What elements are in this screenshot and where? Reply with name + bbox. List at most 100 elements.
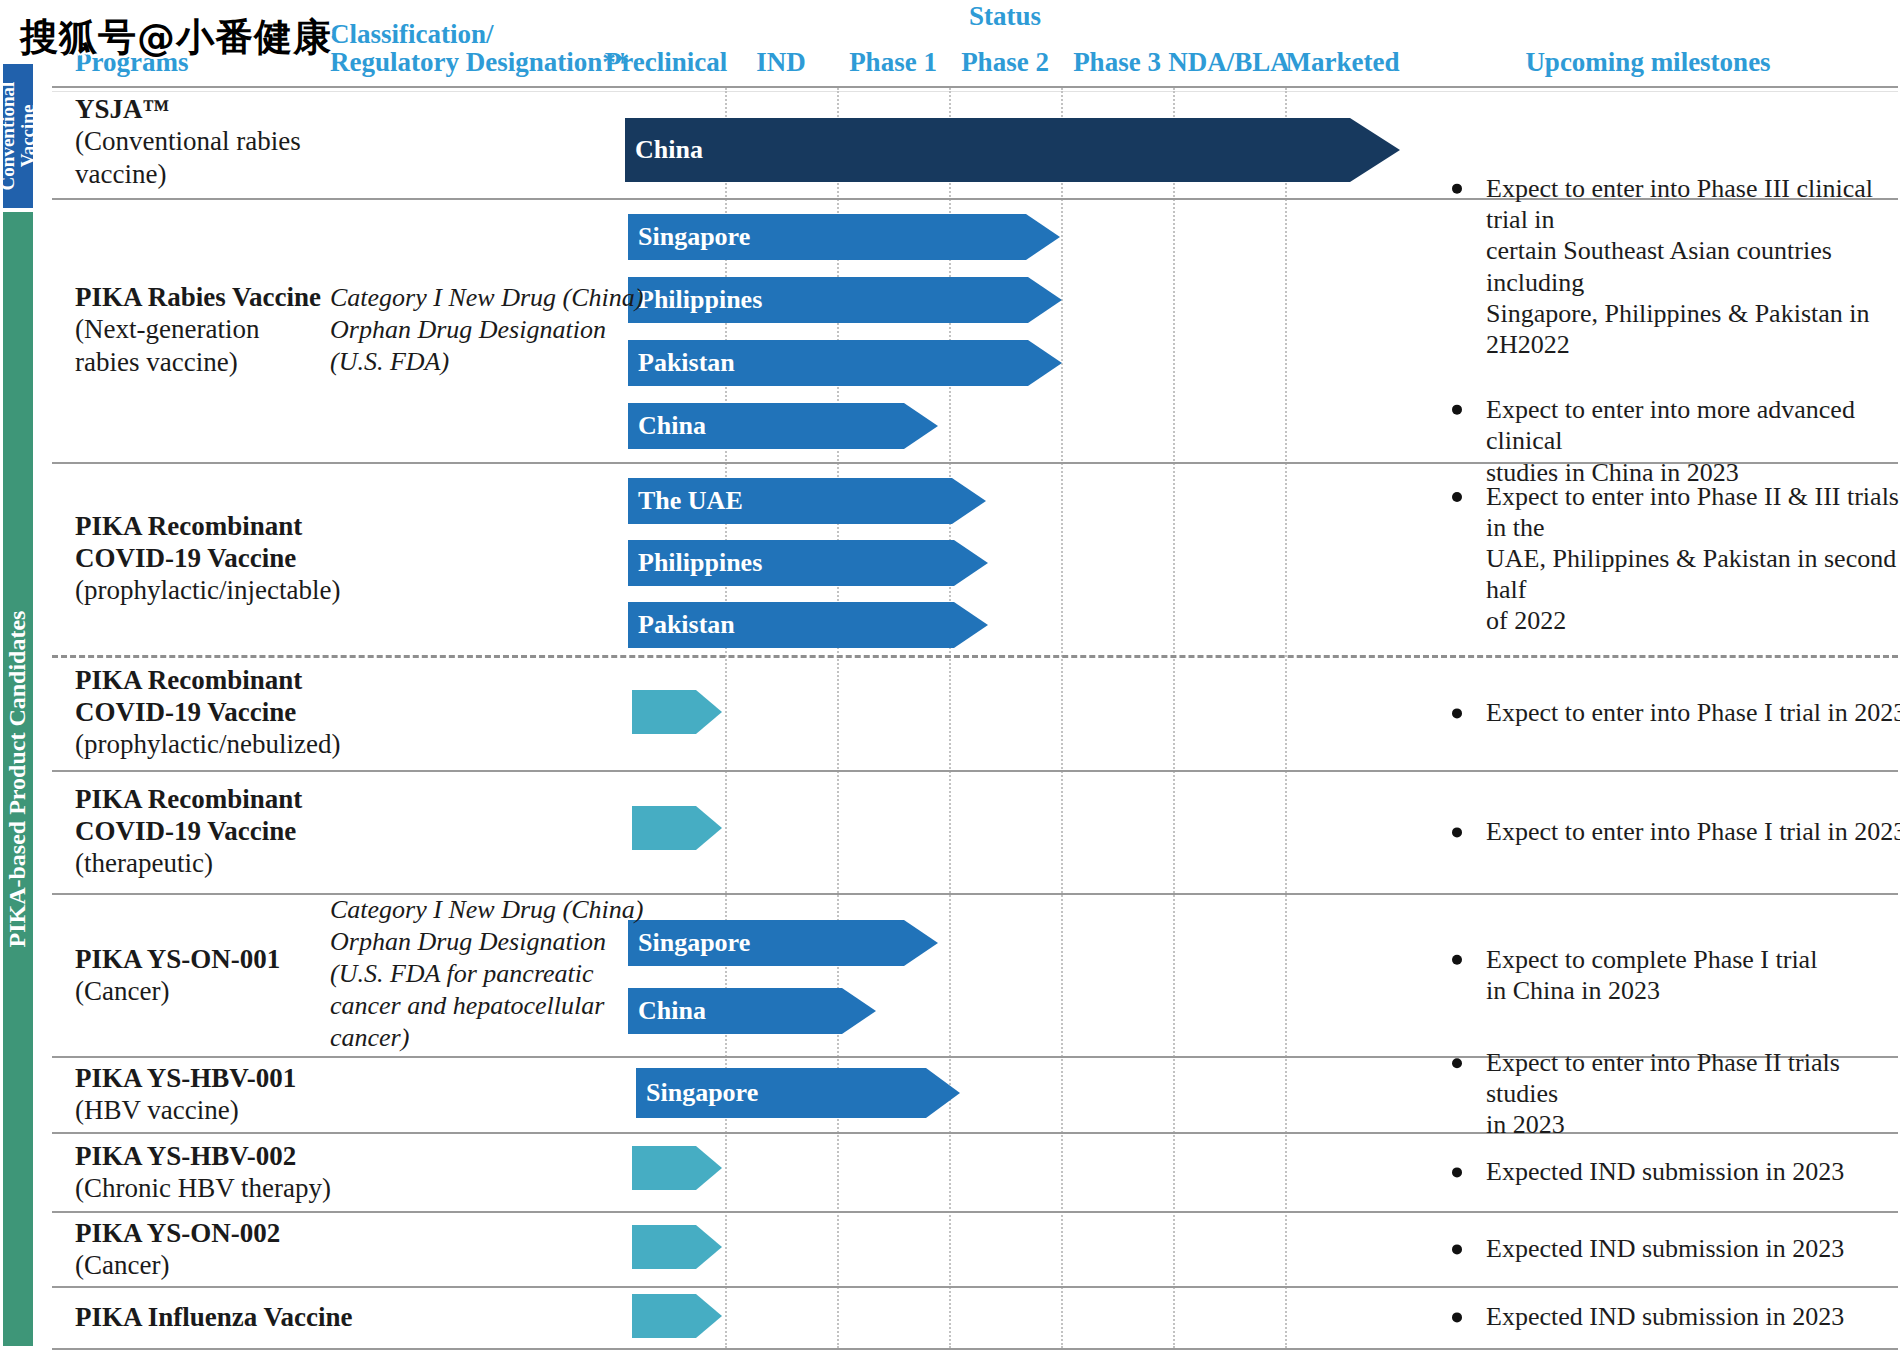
- row-separator: [52, 893, 1898, 895]
- milestone-item: Expect to enter into Phase II trials stu…: [1452, 1047, 1900, 1141]
- milestone-bullet: [1452, 405, 1462, 415]
- pipeline-bar: Philippines: [628, 277, 1062, 323]
- gridline: [1173, 88, 1175, 1348]
- phase-column-header: NDA/BLA: [1168, 48, 1290, 76]
- program-description: (HBV vaccine): [75, 1094, 296, 1126]
- pipeline-bar: [632, 1294, 722, 1338]
- program-description: (Cancer): [75, 1249, 280, 1281]
- pipeline-bar: [632, 806, 722, 850]
- milestone-item: Expect to enter into more advanced clini…: [1452, 394, 1900, 488]
- milestones-cell: Expected IND submission in 2023: [1452, 1301, 1900, 1332]
- program-name: PIKA Recombinant COVID-19 Vaccine: [75, 510, 340, 575]
- sidebar-group-conventional-label: Conventional Vaccine: [3, 68, 33, 204]
- classification-text: Category I New Drug (China) Orphan Drug …: [330, 282, 643, 379]
- program-name: PIKA Rabies Vaccine: [75, 281, 321, 313]
- milestones-cell: Expect to complete Phase I trial in Chin…: [1452, 943, 1900, 1005]
- milestone-text: Expect to enter into Phase III clinical …: [1486, 173, 1900, 360]
- row-separator: [52, 770, 1898, 772]
- program-cell: PIKA Recombinant COVID-19 Vaccine(prophy…: [75, 510, 340, 607]
- pipeline-bar: [632, 1225, 722, 1269]
- milestone-bullet: [1452, 184, 1462, 194]
- milestone-item: Expect to enter into Phase III clinical …: [1452, 173, 1900, 360]
- milestone-item: Expected IND submission in 2023: [1452, 1301, 1900, 1332]
- program-description: (Next-generation rabies vaccine): [75, 314, 321, 379]
- bar-label: Pakistan: [638, 348, 735, 378]
- milestone-item: Expect to complete Phase I trial in Chin…: [1452, 943, 1900, 1005]
- gridline: [1285, 88, 1287, 1348]
- milestone-bullet: [1452, 1058, 1462, 1068]
- row-separator: [52, 1211, 1898, 1213]
- program-cell: YSJA™(Conventional rabies vaccine): [75, 93, 301, 190]
- watermark-text: 搜狐号@小番健康: [20, 12, 332, 63]
- status-header: Status: [969, 2, 1041, 30]
- milestone-bullet: [1452, 827, 1462, 837]
- program-description: (Cancer): [75, 975, 280, 1007]
- milestone-bullet: [1452, 954, 1462, 964]
- milestone-bullet: [1452, 492, 1462, 502]
- classification-text: Category I New Drug (China) Orphan Drug …: [330, 894, 643, 1055]
- milestone-item: Expected IND submission in 2023: [1452, 1156, 1900, 1187]
- milestones-cell: Expected IND submission in 2023: [1452, 1233, 1900, 1264]
- program-description: (prophylactic/nebulized): [75, 729, 340, 761]
- milestone-text: Expect to enter into Phase I trial in 20…: [1486, 697, 1900, 728]
- gridline: [1061, 88, 1063, 1348]
- pipeline-bar: Singapore: [628, 214, 1060, 260]
- milestone-bullet: [1452, 1167, 1462, 1177]
- program-name: PIKA YS-ON-002: [75, 1216, 280, 1248]
- col-header-classification-line2: Regulatory Designation**: [330, 48, 629, 76]
- phase-column-header: Phase 2: [961, 48, 1049, 76]
- pipeline-bar: China: [628, 403, 938, 449]
- pipeline-bar: Philippines: [628, 540, 988, 586]
- milestone-bullet: [1452, 1312, 1462, 1322]
- program-cell: PIKA YS-ON-001(Cancer): [75, 942, 280, 1007]
- program-description: (prophylactic/injectable): [75, 575, 340, 607]
- program-cell: PIKA Recombinant COVID-19 Vaccine(prophy…: [75, 664, 340, 761]
- milestones-cell: Expected IND submission in 2023: [1452, 1156, 1900, 1187]
- program-name: YSJA™: [75, 93, 301, 125]
- header-rule: [52, 86, 1898, 92]
- milestone-text: Expected IND submission in 2023: [1486, 1233, 1844, 1264]
- program-name: PIKA YS-ON-001: [75, 942, 280, 974]
- program-cell: PIKA YS-HBV-001(HBV vaccine): [75, 1062, 296, 1127]
- milestone-text: Expect to enter into more advanced clini…: [1486, 394, 1900, 488]
- program-description: (Chronic HBV therapy): [75, 1172, 331, 1204]
- row-separator: [52, 655, 1898, 658]
- bar-label: Pakistan: [638, 610, 735, 640]
- program-cell: PIKA YS-HBV-002(Chronic HBV therapy): [75, 1139, 331, 1204]
- pipeline-bar: [632, 690, 722, 734]
- milestone-text: Expected IND submission in 2023: [1486, 1156, 1844, 1187]
- program-name: PIKA Influenza Vaccine: [75, 1301, 353, 1333]
- milestone-text: Expect to complete Phase I trial in Chin…: [1486, 943, 1817, 1005]
- milestone-item: Expect to enter into Phase II & III tria…: [1452, 481, 1900, 637]
- pipeline-chart: 搜狐号@小番健康 Status Programs Classification/…: [0, 0, 1900, 1352]
- program-description: (therapeutic): [75, 848, 302, 880]
- milestone-item: Expected IND submission in 2023: [1452, 1233, 1900, 1264]
- phase-column-header: Phase 1: [849, 48, 937, 76]
- program-name: PIKA Recombinant COVID-19 Vaccine: [75, 783, 302, 848]
- milestones-cell: Expect to enter into Phase III clinical …: [1452, 173, 1900, 488]
- bar-label: The UAE: [638, 486, 743, 516]
- milestones-cell: Expect to enter into Phase II trials stu…: [1452, 1047, 1900, 1141]
- milestone-text: Expect to enter into Phase II trials stu…: [1486, 1047, 1900, 1141]
- milestone-text: Expect to enter into Phase II & III tria…: [1486, 481, 1900, 637]
- milestone-bullet: [1452, 708, 1462, 718]
- program-name: PIKA Recombinant COVID-19 Vaccine: [75, 664, 340, 729]
- milestone-text: Expect to enter into Phase I trial in 20…: [1486, 816, 1900, 847]
- row-separator: [52, 1348, 1898, 1350]
- phase-column-header: IND: [756, 48, 806, 76]
- pipeline-bar: The UAE: [628, 478, 986, 524]
- program-cell: PIKA Recombinant COVID-19 Vaccine(therap…: [75, 783, 302, 880]
- row-separator: [52, 1286, 1898, 1288]
- program-cell: PIKA YS-ON-002(Cancer): [75, 1216, 280, 1281]
- phase-column-header: Marketed: [1286, 48, 1400, 76]
- program-name: PIKA YS-HBV-001: [75, 1062, 296, 1094]
- program-cell: PIKA Influenza Vaccine: [75, 1301, 353, 1333]
- pipeline-bar: China: [625, 118, 1400, 182]
- pipeline-bar: Singapore: [636, 1068, 960, 1118]
- phase-column-header: Preclinical: [605, 48, 727, 76]
- milestone-item: Expect to enter into Phase I trial in 20…: [1452, 697, 1900, 728]
- pipeline-bar: Pakistan: [628, 340, 1062, 386]
- bar-label: Singapore: [638, 222, 750, 252]
- bar-label: China: [635, 135, 703, 165]
- pipeline-bar: [632, 1146, 722, 1190]
